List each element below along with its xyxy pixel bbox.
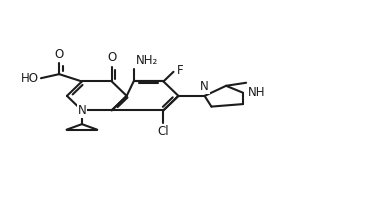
Text: NH₂: NH₂ [135,54,158,67]
Text: Cl: Cl [158,125,169,138]
Text: N: N [200,81,209,94]
Text: HO: HO [21,72,39,85]
Text: NH: NH [247,86,265,99]
Text: Cl: Cl [158,125,169,138]
Text: NH₂: NH₂ [135,54,158,67]
Text: O: O [107,51,116,64]
Text: N: N [77,104,86,117]
Text: F: F [177,64,183,77]
Text: NH: NH [247,86,265,99]
Text: O: O [55,48,64,61]
Text: HO: HO [21,72,39,85]
Text: O: O [107,51,116,64]
Text: F: F [177,64,183,77]
Text: N: N [77,104,86,117]
Text: N: N [200,81,209,94]
Text: O: O [55,48,64,61]
